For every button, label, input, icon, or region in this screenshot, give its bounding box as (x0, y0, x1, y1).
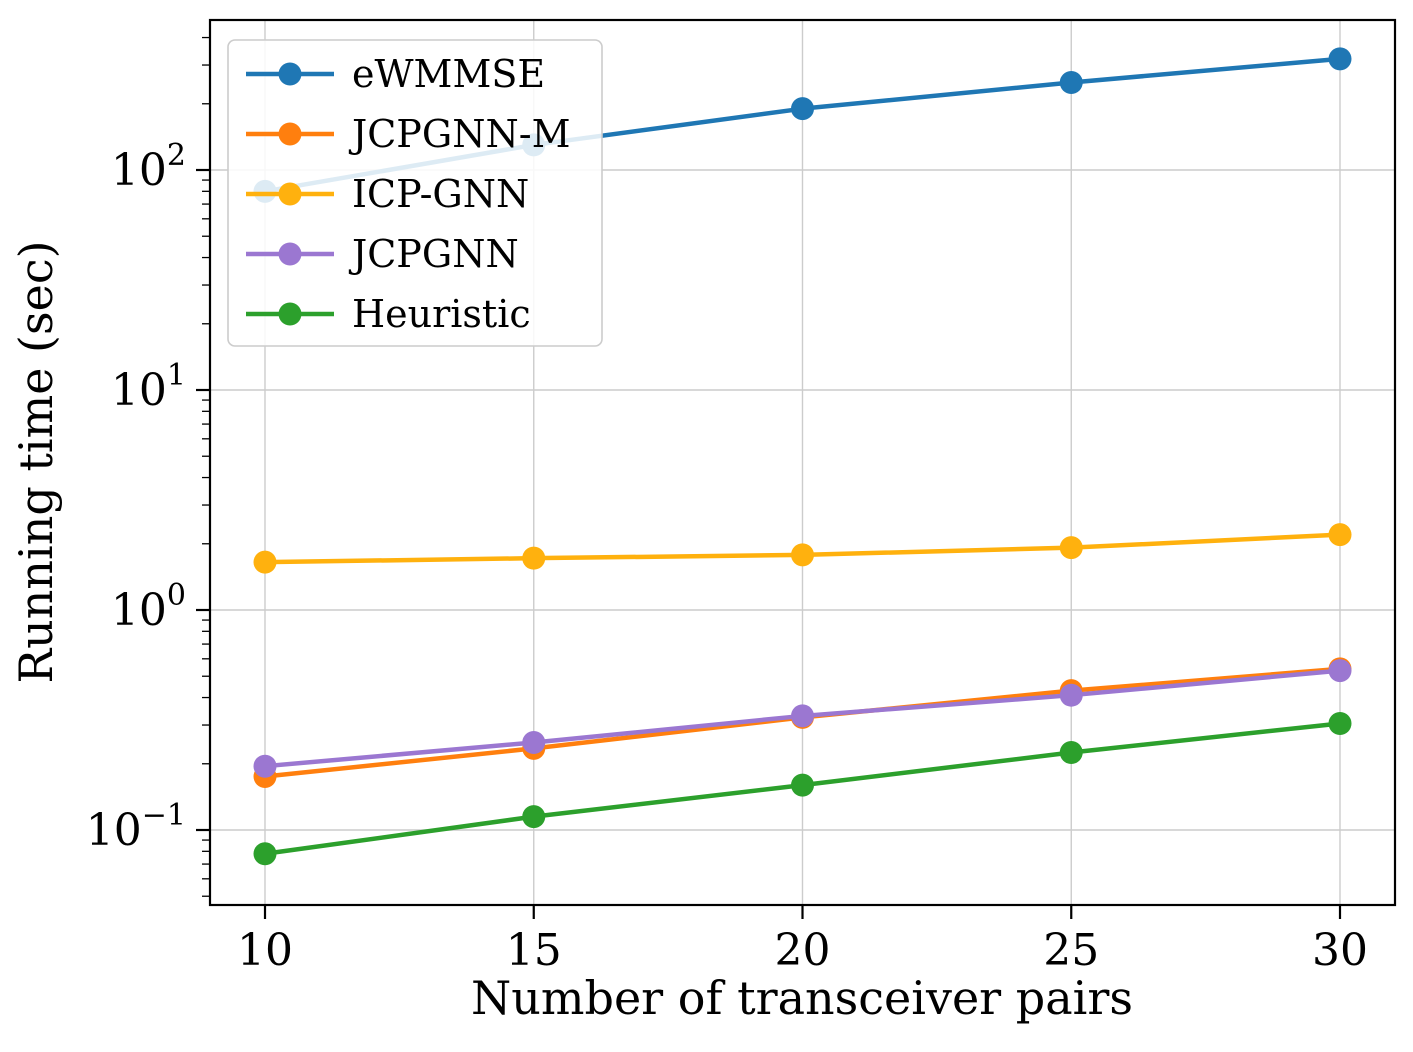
series-marker-ICP-GNN (253, 550, 277, 574)
series-marker-eWMMSE (791, 97, 814, 121)
legend-item-JCPGNN-M: JCPGNN-M (246, 112, 570, 156)
legend-label: JCPGNN (348, 232, 519, 276)
legend-box (227, 39, 603, 347)
legend-item-Heuristic: Heuristic (246, 292, 531, 336)
series-ICP-GNN (253, 523, 1352, 574)
legend-swatch-marker-icon (278, 182, 302, 206)
series-marker-JCPGNN (253, 754, 277, 778)
legend-item-ICP-GNN: ICP-GNN (246, 172, 529, 216)
series-marker-ICP-GNN (1059, 536, 1083, 560)
legend-swatch-marker-icon (278, 62, 302, 86)
legend: eWMMSE JCPGNN-M ICP-GNN JCPGNN Heuristic (227, 39, 603, 347)
legend-swatch-marker-icon (278, 122, 302, 146)
legend-item-JCPGNN: JCPGNN (246, 232, 519, 276)
legend-label: JCPGNN-M (348, 112, 570, 156)
legend-label: Heuristic (352, 292, 531, 336)
y-axis-title: Running time (sec) (9, 240, 63, 683)
series-JCPGNN (253, 659, 1352, 778)
x-tick-label: 10 (237, 925, 293, 976)
plot-area: eWMMSE JCPGNN-M ICP-GNN JCPGNN Heuristic 10 15… (86, 18, 1397, 976)
series-marker-Heuristic (1328, 711, 1352, 735)
series-marker-Heuristic (1059, 741, 1083, 765)
series-marker-Heuristic (791, 773, 814, 797)
series-Heuristic (253, 711, 1352, 866)
y-tick-label: 100 (111, 578, 186, 636)
legend-swatch-marker-icon (278, 242, 302, 266)
series-marker-eWMMSE (1059, 70, 1083, 94)
series-marker-JCPGNN (1059, 683, 1083, 707)
x-axis-title: Number of transceiver pairs (471, 971, 1133, 1025)
legend-label: eWMMSE (352, 52, 545, 96)
series-marker-ICP-GNN (1328, 523, 1352, 547)
series-marker-ICP-GNN (522, 546, 546, 570)
series-marker-Heuristic (253, 842, 277, 866)
y-tick-label: 101 (111, 358, 186, 416)
legend-item-eWMMSE: eWMMSE (246, 52, 545, 96)
y-tick-label: 10−1 (86, 798, 186, 856)
series-marker-Heuristic (522, 805, 546, 829)
legend-swatch-marker-icon (278, 302, 302, 326)
series-marker-eWMMSE (1328, 47, 1352, 71)
x-tick-label: 30 (1312, 925, 1368, 976)
series-marker-JCPGNN (791, 704, 814, 728)
series-marker-ICP-GNN (791, 543, 814, 567)
series-marker-JCPGNN (522, 730, 546, 754)
x-tick-label: 15 (506, 925, 562, 976)
x-tick-label: 20 (775, 925, 831, 976)
x-tick-label: 25 (1043, 925, 1099, 976)
legend-label: ICP-GNN (352, 172, 529, 216)
series-marker-JCPGNN (1328, 659, 1352, 683)
y-tick-label: 102 (111, 138, 186, 196)
